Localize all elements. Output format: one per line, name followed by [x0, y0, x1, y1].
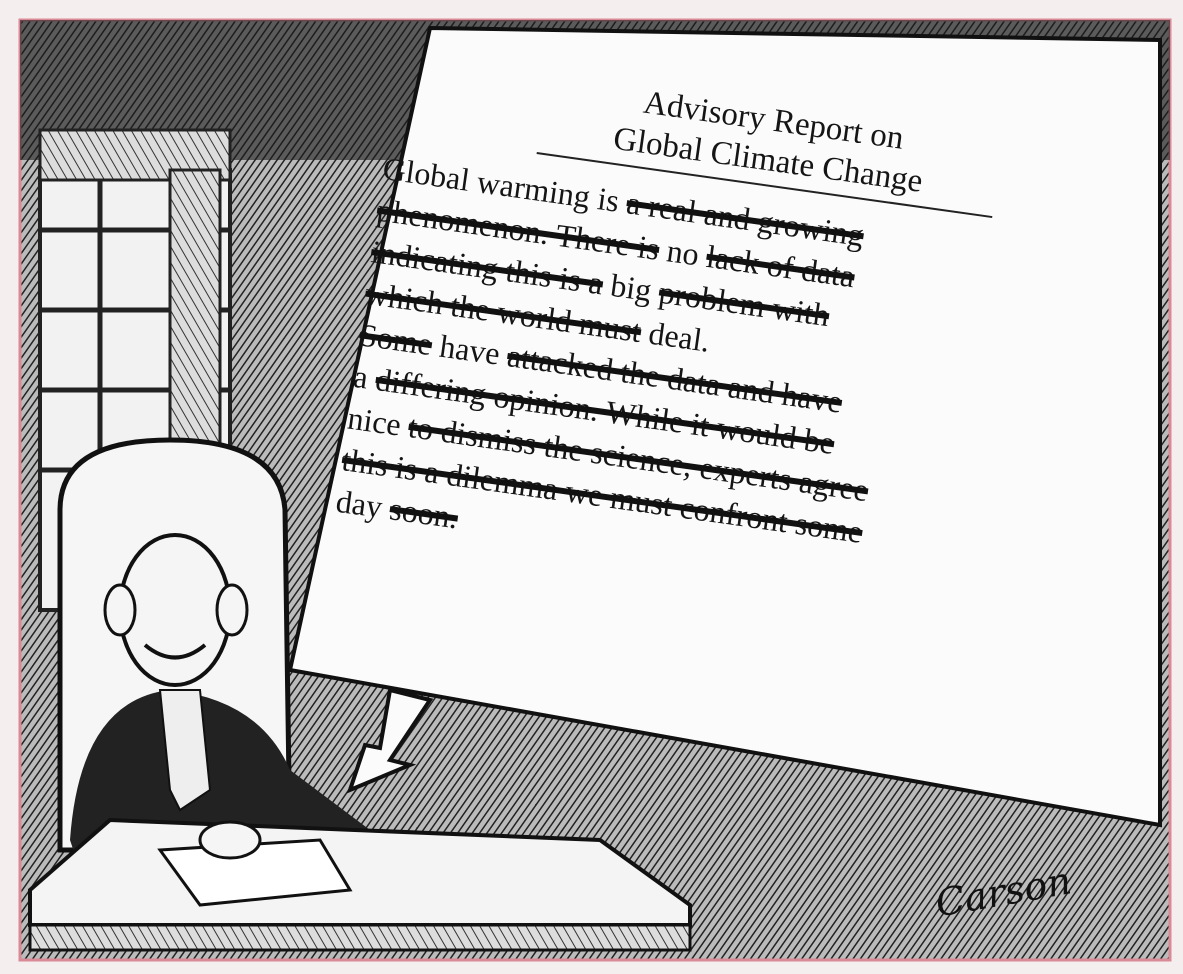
desk-front [28, 923, 692, 952]
report-text: nice [345, 399, 412, 444]
report-text: have [429, 326, 511, 373]
speech-tail [346, 687, 434, 794]
struck-text: soon. [387, 490, 461, 536]
report: Advisory Report on Global Climate Change G… [333, 48, 1093, 619]
desk-paper [157, 838, 353, 907]
hand [198, 820, 262, 860]
report-text: deal. [638, 313, 713, 359]
ear-left [103, 583, 137, 637]
ear-right [215, 583, 249, 637]
report-text: day [333, 482, 393, 526]
shirt [158, 689, 212, 812]
report-paper [287, 25, 1162, 828]
report-text: big [600, 265, 662, 310]
struck-text: Some [357, 316, 435, 363]
report-text: no [656, 231, 710, 274]
smile [143, 643, 207, 660]
